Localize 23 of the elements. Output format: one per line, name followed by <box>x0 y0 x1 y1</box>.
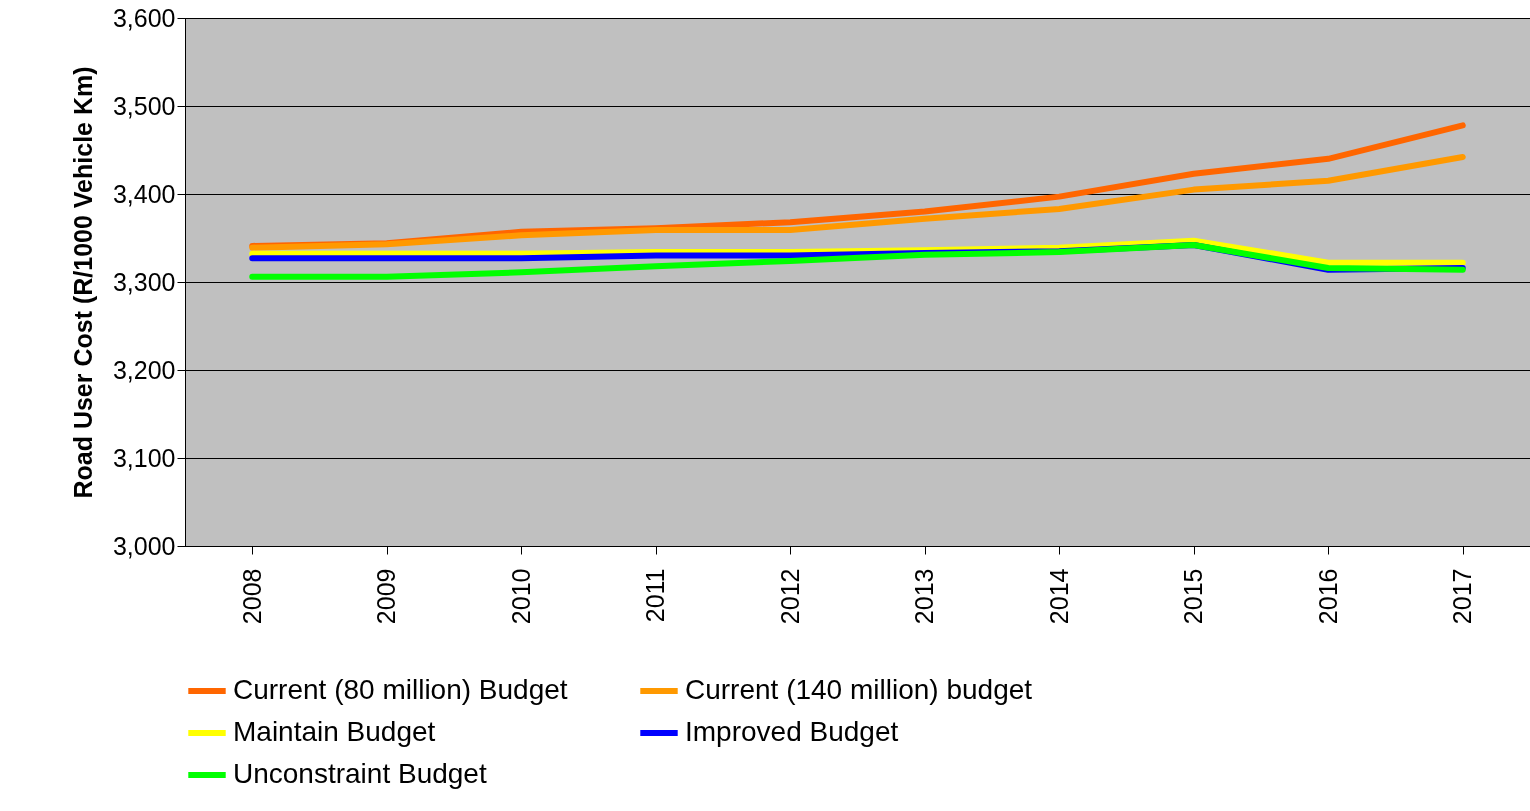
x-tick-label: 2013 <box>910 568 939 625</box>
x-tick-label: 2010 <box>506 568 535 625</box>
y-tick-label: 3,600 <box>112 3 176 32</box>
x-tick-label: 2015 <box>1179 568 1208 625</box>
x-tick-label: 2008 <box>237 568 266 625</box>
x-tick-label: 2011 <box>641 568 670 623</box>
y-axis-title: Road User Cost (R/1000 Vehicle Km) <box>68 66 97 499</box>
y-tick-label: 3,100 <box>112 443 176 472</box>
y-tick-label: 3,400 <box>112 179 176 208</box>
y-tick-label: 3,000 <box>112 531 176 560</box>
legend-label: Improved Budget <box>685 716 899 747</box>
y-tick-label: 3,300 <box>112 267 176 296</box>
y-tick-label: 3,200 <box>112 355 176 384</box>
x-tick-label: 2012 <box>775 568 804 625</box>
legend-label: Current (80 million) Budget <box>233 674 568 705</box>
x-tick-label: 2016 <box>1313 568 1342 625</box>
legend-label: Unconstraint Budget <box>233 758 487 789</box>
x-tick-label: 2009 <box>372 568 401 625</box>
legend-label: Maintain Budget <box>233 716 436 747</box>
y-tick-label: 3,500 <box>112 91 176 120</box>
legend-label: Current (140 million) budget <box>685 674 1033 705</box>
x-tick-label: 2014 <box>1044 568 1073 625</box>
x-tick-label: 2017 <box>1448 568 1477 625</box>
